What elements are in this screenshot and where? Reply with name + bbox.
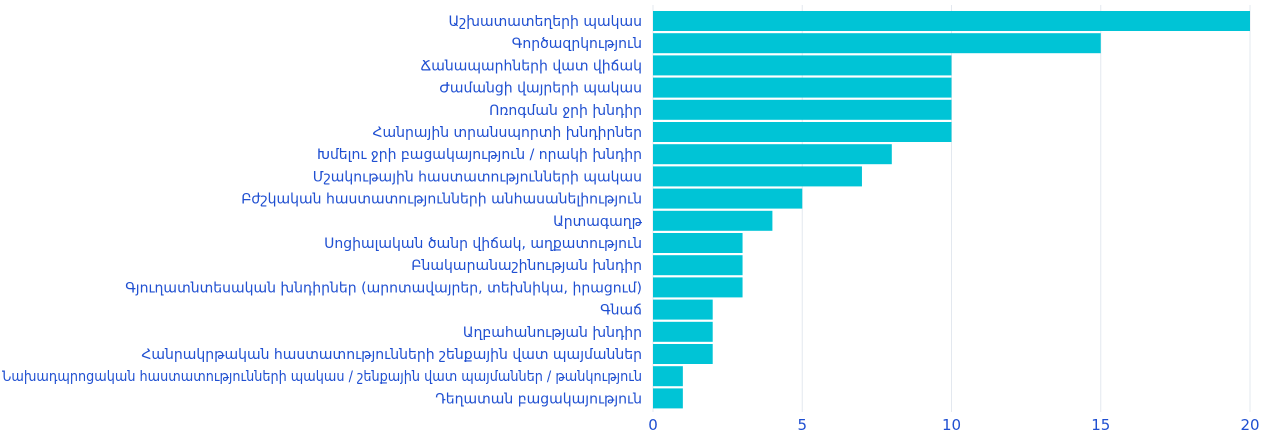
category-label: Սոցիալական ծանր վիճակ, աղքատություն bbox=[324, 236, 642, 252]
x-tick-label: 20 bbox=[1240, 416, 1259, 432]
category-label: Աշխատատեղերի պակաս bbox=[449, 14, 642, 30]
category-label: Արտագաղթ bbox=[553, 214, 643, 230]
bar bbox=[653, 321, 713, 342]
bar bbox=[653, 299, 713, 320]
bar bbox=[653, 344, 713, 364]
bar bbox=[653, 188, 803, 209]
x-tick-label: 10 bbox=[942, 416, 961, 432]
category-label: Բնակարանաշինության խնդիր bbox=[411, 258, 642, 274]
category-label: Ճանապարհների վատ վիճակ bbox=[420, 58, 642, 74]
category-label: Աղբահանության խնդիր bbox=[463, 325, 642, 341]
category-label: Հանրային տրանսպորտի խնդիրներ bbox=[372, 125, 642, 141]
x-tick-label: 15 bbox=[1091, 416, 1110, 432]
bar bbox=[653, 99, 952, 120]
bar bbox=[653, 277, 743, 298]
category-label: Գործազրկություն bbox=[512, 36, 642, 52]
bar bbox=[653, 233, 743, 253]
category-label: Գյուղատնտեսական խնդիրներ (արոտավայրեր, տ… bbox=[125, 280, 642, 296]
category-label: Բժշկական հաստատությունների անհասանելիութ… bbox=[241, 192, 642, 208]
category-label: Հանրակրթական հաստատությունների շենքային … bbox=[141, 347, 642, 363]
bar bbox=[653, 33, 1101, 54]
bars bbox=[653, 11, 1250, 409]
bar bbox=[653, 77, 952, 98]
x-tick-label: 5 bbox=[797, 416, 807, 432]
bar bbox=[653, 366, 683, 387]
bar bbox=[653, 144, 892, 165]
category-label: Ժամանցի վայրերի պակաս bbox=[439, 81, 642, 97]
category-label: Գնաճ bbox=[600, 303, 642, 319]
bar bbox=[653, 210, 773, 231]
x-axis-ticks: 0 5 10 15 20 bbox=[648, 416, 1259, 432]
category-label: Դեղատան բացակայություն bbox=[435, 391, 642, 407]
bar bbox=[653, 388, 683, 409]
bar bbox=[653, 166, 862, 187]
bar bbox=[653, 55, 952, 76]
category-label: Մշակութային հաստատությունների պակաս bbox=[313, 169, 642, 185]
category-label: Ոռոգման ջրի խնդիր bbox=[489, 103, 642, 119]
bar bbox=[653, 122, 952, 142]
x-tick-label: 0 bbox=[648, 416, 658, 432]
category-labels: Աշխատատեղերի պակաս Գործազրկություն Ճանապար… bbox=[2, 14, 643, 407]
category-label: Խմելու ջրի բացակայություն / որակի խնդիր bbox=[317, 147, 642, 163]
bar bbox=[653, 11, 1250, 31]
category-label: Նախադպրոցական հաստատությունների պակաս / … bbox=[2, 369, 642, 385]
bar bbox=[653, 255, 743, 276]
